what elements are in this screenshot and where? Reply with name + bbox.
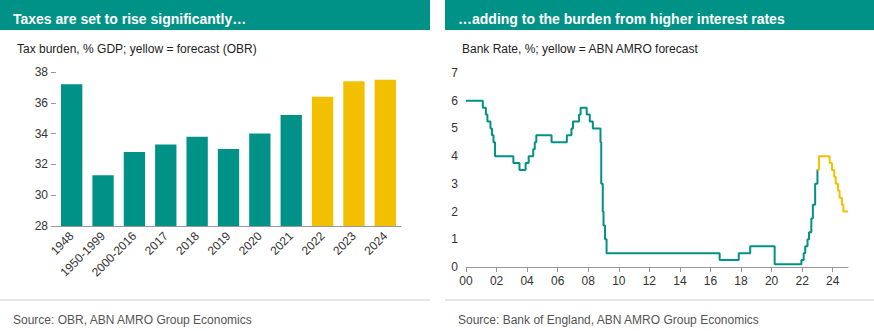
svg-text:32: 32 <box>35 157 49 171</box>
svg-text:2022: 2022 <box>299 229 328 258</box>
svg-text:Tax burden, % GDP; yellow = fo: Tax burden, % GDP; yellow = forecast (OB… <box>17 42 257 56</box>
svg-text:2018: 2018 <box>173 229 202 258</box>
svg-text:1: 1 <box>451 232 458 246</box>
svg-text:2019: 2019 <box>205 229 234 258</box>
svg-text:Bank Rate, %; yellow = ABN AMR: Bank Rate, %; yellow = ABN AMRO forecast <box>462 42 698 56</box>
svg-text:24: 24 <box>826 274 840 288</box>
svg-text:5: 5 <box>451 121 458 135</box>
svg-text:6: 6 <box>451 94 458 108</box>
svg-text:Taxes are set to rise signific: Taxes are set to rise significantly… <box>13 11 246 27</box>
svg-text:2020: 2020 <box>236 229 265 258</box>
svg-text:16: 16 <box>704 274 718 288</box>
svg-text:02: 02 <box>490 274 504 288</box>
svg-text:…adding to the burden from hig: …adding to the burden from higher intere… <box>458 11 785 27</box>
svg-text:34: 34 <box>35 127 49 141</box>
svg-text:30: 30 <box>35 188 49 202</box>
svg-text:7: 7 <box>451 66 458 80</box>
svg-text:18: 18 <box>734 274 748 288</box>
svg-text:04: 04 <box>520 274 534 288</box>
svg-text:2021: 2021 <box>267 229 296 258</box>
svg-text:2000-2016: 2000-2016 <box>89 229 140 280</box>
svg-text:1948: 1948 <box>47 229 77 258</box>
svg-text:20: 20 <box>765 274 779 288</box>
svg-text:22: 22 <box>795 274 809 288</box>
svg-text:12: 12 <box>643 274 657 288</box>
svg-text:00: 00 <box>459 274 473 288</box>
svg-text:36: 36 <box>35 96 49 110</box>
svg-text:3: 3 <box>451 177 458 191</box>
svg-text:2024: 2024 <box>362 229 391 258</box>
svg-text:10: 10 <box>612 274 626 288</box>
svg-text:Source: OBR, ABN AMRO Group Ec: Source: OBR, ABN AMRO Group Economics <box>13 313 252 327</box>
svg-text:Source: Bank of England, ABN A: Source: Bank of England, ABN AMRO Group … <box>458 313 759 327</box>
svg-text:2023: 2023 <box>330 229 359 258</box>
svg-text:06: 06 <box>551 274 565 288</box>
svg-text:2: 2 <box>451 205 458 219</box>
svg-text:14: 14 <box>673 274 687 288</box>
svg-text:4: 4 <box>451 149 458 163</box>
svg-text:28: 28 <box>35 219 49 233</box>
svg-text:0: 0 <box>451 260 458 274</box>
svg-text:2017: 2017 <box>142 229 171 258</box>
svg-text:08: 08 <box>582 274 596 288</box>
svg-text:1950-1999: 1950-1999 <box>57 229 108 280</box>
svg-text:38: 38 <box>35 65 49 79</box>
